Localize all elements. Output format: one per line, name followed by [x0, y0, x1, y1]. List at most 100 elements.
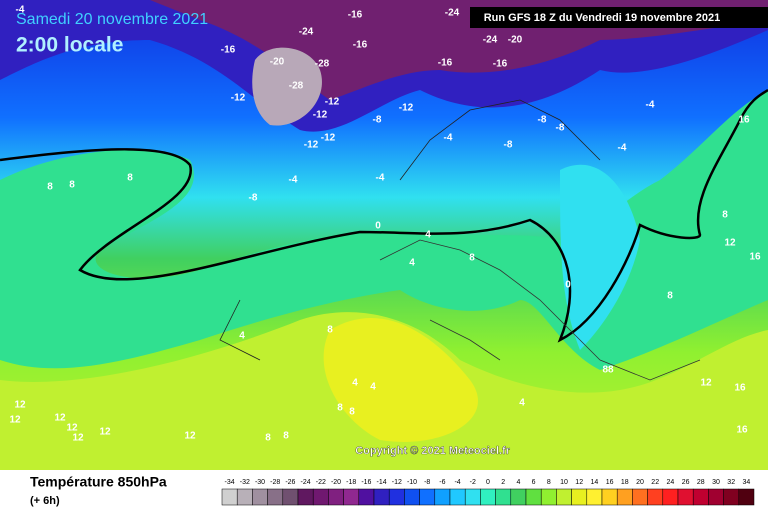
map-value-label: -8	[249, 193, 258, 204]
scale-label: -14	[377, 479, 387, 486]
scale-swatch	[373, 488, 390, 506]
map-value-label: -12	[321, 133, 336, 144]
color-scale: -34 -32 -30 -28 -26 -24 -22 -20 -18 -16 -14 -12 -10-…	[221, 479, 755, 506]
map-value-label: -20	[508, 35, 523, 46]
scale-label: -24	[301, 479, 311, 486]
scale-swatch	[662, 488, 679, 506]
time-title: 2:00 locale	[16, 34, 123, 57]
scale-label: 6	[532, 479, 536, 486]
map-value-label: 16	[736, 425, 748, 436]
map-value-label: 88	[602, 365, 614, 376]
copyright: Copyright © 2021 Meteociel.fr	[355, 445, 511, 457]
map-value-label: -8	[538, 115, 547, 126]
scale-label: -28	[270, 479, 280, 486]
scale-swatch	[282, 488, 299, 506]
map-value-label: 16	[738, 115, 750, 126]
scale-label: -26	[285, 479, 295, 486]
scale-label: -10	[407, 479, 417, 486]
scale-label: 2	[501, 479, 505, 486]
scale-swatch	[601, 488, 618, 506]
scale-swatch	[388, 488, 405, 506]
scale-label: -12	[392, 479, 402, 486]
map-value-label: -4	[16, 5, 25, 16]
map-value-label: 8	[327, 325, 333, 336]
scale-label: -20	[331, 479, 341, 486]
scale-label: 14	[591, 479, 599, 486]
scale-swatch	[708, 488, 724, 506]
map-value-label: 4	[409, 258, 415, 269]
map-value-label: 12	[184, 431, 196, 442]
map-value-label: -16	[493, 59, 508, 70]
scale-label: 26	[682, 479, 690, 486]
scale-swatch	[267, 488, 284, 506]
map-value-label: -12	[325, 97, 340, 108]
scale-swatch	[358, 488, 375, 506]
map-value-label: 0	[565, 280, 571, 291]
scale-swatch	[312, 488, 329, 506]
scale-swatch	[404, 488, 420, 506]
scale-label: 30	[712, 479, 720, 486]
map-value-label: -24	[445, 8, 460, 19]
scale-swatch	[556, 488, 572, 506]
map-value-label: 12	[72, 433, 84, 444]
map-value-label: -4	[646, 100, 655, 111]
scale-swatch	[449, 488, 466, 506]
map-value-label: -16	[221, 45, 236, 56]
map-value-label: -12	[304, 140, 319, 151]
map-value-label: -12	[313, 110, 328, 121]
map-value-label: 0	[375, 221, 381, 232]
scale-swatch	[297, 488, 314, 506]
map-labels: -4-16-24-20 -28-28-12 -12-12 -8-12-12-12-16…	[9, 5, 761, 444]
map-value-label: -24	[483, 35, 498, 46]
map-value-label: 8	[337, 403, 343, 414]
map-value-label: 8	[349, 407, 355, 418]
scale-label: -16	[361, 479, 371, 486]
scale-swatch	[495, 488, 512, 506]
scale-swatch	[419, 488, 436, 506]
scale-label: -6	[439, 479, 445, 486]
scale-label: -8	[424, 479, 430, 486]
scale-label: 34	[743, 479, 751, 486]
map-value-label: 4	[425, 230, 431, 241]
scale-label: -30	[255, 479, 265, 486]
map-value-label: 16	[749, 252, 761, 263]
scale-label: 28	[697, 479, 705, 486]
scale-label: 10	[560, 479, 568, 486]
scale-swatch	[343, 488, 360, 506]
scale-label: 12	[575, 479, 583, 486]
map-value-label: -8	[373, 115, 382, 126]
map-value-label: 12	[9, 415, 21, 426]
scale-label: 32	[727, 479, 735, 486]
scale-swatch	[221, 488, 238, 506]
scale-label: 16	[606, 479, 614, 486]
map-value-label: 8	[69, 180, 75, 191]
map-value-label: 16	[734, 383, 746, 394]
run-box	[470, 7, 768, 28]
map-field	[0, 0, 768, 470]
map-value-label: 8	[283, 431, 289, 442]
map-value-label: -16	[438, 58, 453, 69]
scale-swatch	[510, 488, 527, 506]
scale-swatch	[540, 488, 557, 506]
map-value-label: 12	[700, 378, 712, 389]
scale-swatch	[434, 488, 451, 506]
scale-label: 18	[621, 479, 629, 486]
map-value-label: 4	[370, 382, 376, 393]
map-value-label: 12	[66, 423, 78, 434]
scale-swatch	[571, 488, 588, 506]
map-value-label: 4	[239, 331, 245, 342]
scale-label: -22	[316, 479, 326, 486]
scale-label: -4	[454, 479, 460, 486]
scale-swatch	[252, 488, 268, 506]
scale-swatch	[236, 488, 253, 506]
scale-label: 22	[651, 479, 659, 486]
map-value-label: 4	[352, 378, 358, 389]
scale-label: -32	[240, 479, 250, 486]
map-value-label: -16	[353, 40, 368, 51]
map-value-label: -28	[315, 59, 330, 70]
run-text: Run GFS 18 Z du Vendredi 19 novembre 202…	[484, 12, 721, 24]
scale-swatch	[586, 488, 603, 506]
scale-label: -34	[225, 479, 235, 486]
map-value-label: -16	[348, 10, 363, 21]
map-value-label: -12	[399, 103, 414, 114]
